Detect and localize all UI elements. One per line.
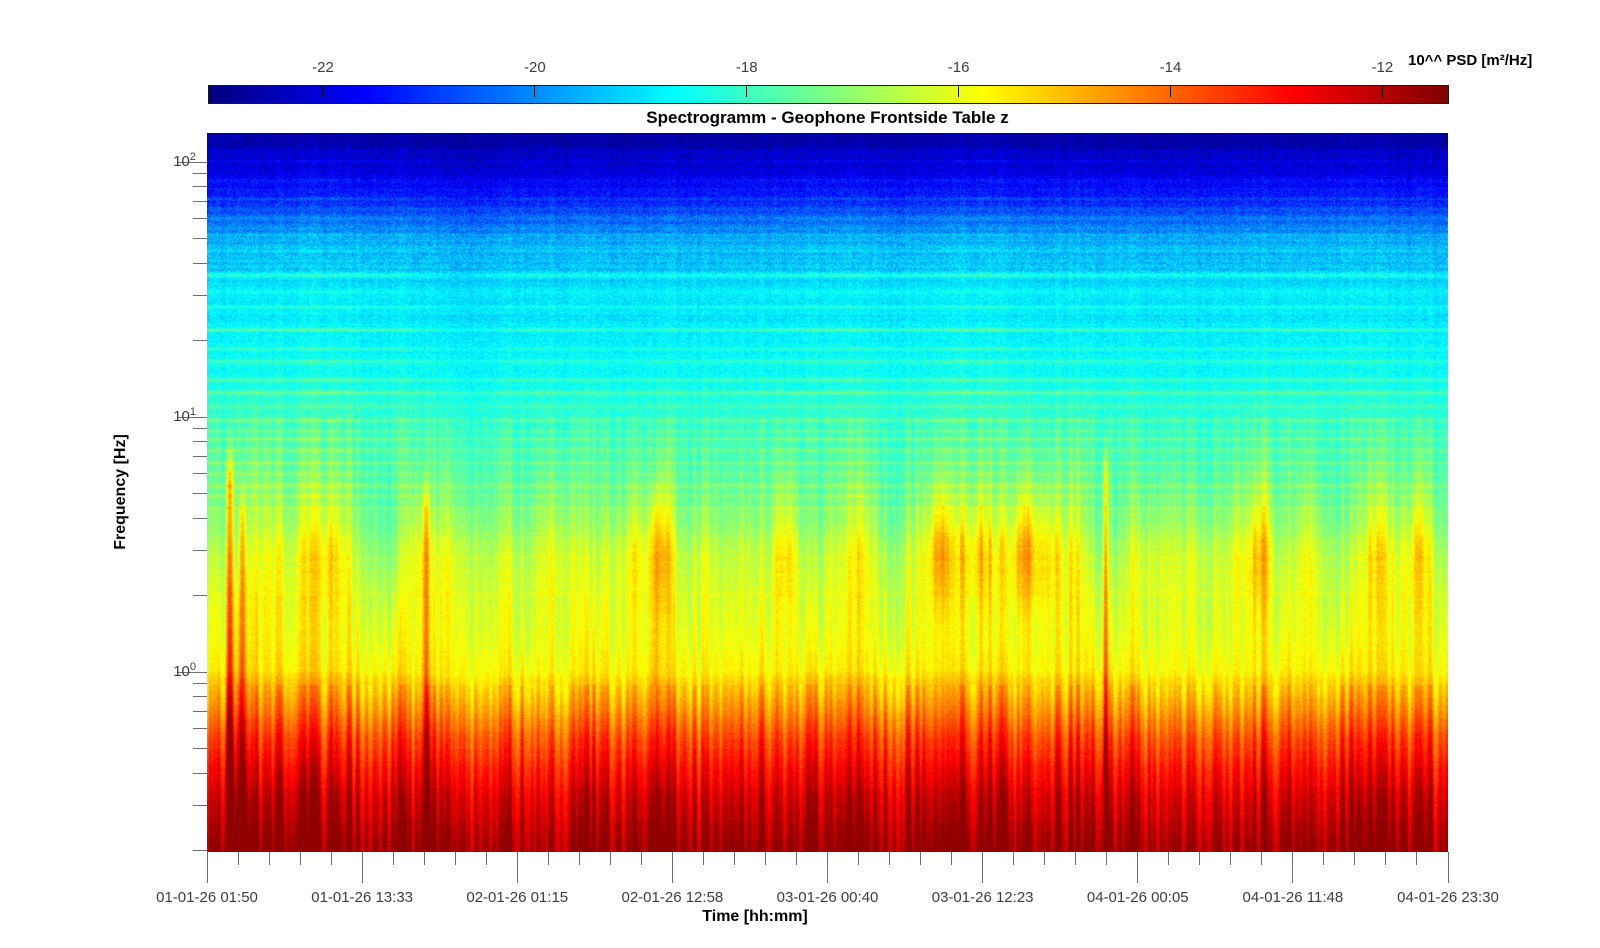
- x-major-tick: [982, 852, 984, 883]
- x-major-tick: [1447, 852, 1449, 883]
- x-major-tick: [516, 852, 518, 883]
- x-tick-label: 04-01-26 00:05: [1086, 889, 1189, 906]
- x-minor-tick: [1323, 852, 1325, 865]
- colorbar-tick-label: -16: [947, 59, 970, 76]
- y-minor-tick: [193, 441, 207, 443]
- x-minor-tick: [702, 852, 704, 865]
- y-minor-tick: [193, 696, 207, 698]
- x-minor-tick: [1106, 852, 1108, 865]
- colorbar-tick-label: -22: [312, 59, 334, 76]
- x-minor-tick: [1230, 852, 1232, 865]
- x-tick-label: 01-01-26 13:33: [311, 889, 413, 906]
- x-minor-tick: [1044, 852, 1046, 865]
- x-major-tick: [1137, 852, 1139, 883]
- x-minor-tick: [1013, 852, 1015, 865]
- y-minor-tick: [193, 518, 207, 520]
- x-tick-label: 02-01-26 12:58: [621, 889, 724, 906]
- x-minor-tick: [423, 852, 425, 865]
- x-tick-label: 03-01-26 12:23: [931, 889, 1034, 906]
- y-minor-tick: [193, 594, 207, 596]
- x-tick-label: 04-01-26 23:30: [1397, 889, 1499, 906]
- colorbar-tick-label: -12: [1371, 59, 1394, 76]
- x-minor-tick: [951, 852, 953, 865]
- x-minor-tick: [1416, 852, 1418, 865]
- x-minor-tick: [392, 852, 394, 865]
- x-minor-tick: [733, 852, 735, 865]
- x-minor-tick: [1168, 852, 1170, 865]
- y-minor-tick: [193, 748, 207, 750]
- y-minor-tick: [193, 201, 207, 203]
- x-minor-tick: [1385, 852, 1387, 865]
- y-minor-tick: [193, 804, 207, 806]
- x-tick-label: 01-01-26 01:50: [156, 889, 258, 906]
- x-tick-label: 03-01-26 00:40: [776, 889, 879, 906]
- y-minor-tick: [193, 339, 207, 341]
- x-minor-tick: [485, 852, 487, 865]
- x-minor-tick: [889, 852, 891, 865]
- x-minor-tick: [268, 852, 270, 865]
- x-minor-tick: [1261, 852, 1263, 865]
- x-minor-tick: [454, 852, 456, 865]
- y-minor-tick: [193, 773, 207, 775]
- x-minor-tick: [237, 852, 239, 865]
- x-minor-tick: [1199, 852, 1201, 865]
- x-major-tick: [827, 852, 828, 883]
- x-minor-tick: [1075, 852, 1077, 865]
- x-minor-tick: [920, 852, 922, 865]
- x-minor-tick: [609, 852, 611, 865]
- y-minor-tick: [193, 263, 207, 265]
- x-tick-label: 04-01-26 11:48: [1242, 889, 1344, 906]
- x-minor-tick: [1354, 852, 1356, 865]
- y-minor-tick: [193, 173, 207, 175]
- y-minor-tick: [193, 711, 207, 713]
- x-minor-tick: [578, 852, 580, 865]
- x-major-tick: [1292, 852, 1294, 883]
- y-major-tick: [178, 416, 207, 418]
- y-axis-title: Frequency [Hz]: [112, 434, 129, 550]
- x-minor-tick: [547, 852, 549, 865]
- y-minor-tick: [193, 186, 207, 188]
- colorbar-title: 10^^ PSD [m²/Hz]: [1408, 52, 1533, 69]
- y-minor-tick: [193, 683, 207, 685]
- y-minor-tick: [193, 473, 207, 475]
- y-major-tick: [178, 671, 207, 673]
- colorbar-tick-label: -20: [524, 59, 546, 76]
- x-tick-label: 02-01-26 01:15: [466, 889, 569, 906]
- y-minor-tick: [193, 456, 207, 458]
- y-minor-tick: [193, 218, 207, 220]
- x-major-tick: [671, 852, 673, 883]
- x-minor-tick: [858, 852, 860, 865]
- x-minor-tick: [640, 852, 642, 865]
- y-minor-tick: [193, 238, 207, 240]
- colorbar: [208, 85, 1449, 104]
- y-minor-tick: [193, 728, 207, 730]
- y-tick-label: 102: [173, 151, 196, 171]
- y-minor-tick: [193, 849, 207, 851]
- colorbar-tick-label: -18: [735, 59, 758, 76]
- y-tick-label: 101: [173, 406, 196, 426]
- x-minor-tick: [299, 852, 301, 865]
- y-minor-tick: [193, 294, 207, 296]
- chart-title: Spectrogramm - Geophone Frontside Table …: [646, 108, 1009, 127]
- x-minor-tick: [764, 852, 766, 865]
- y-minor-tick: [193, 428, 207, 430]
- y-tick-label: 100: [173, 661, 196, 681]
- x-major-tick: [361, 852, 363, 883]
- y-minor-tick: [193, 549, 207, 551]
- y-minor-tick: [193, 493, 207, 495]
- x-axis-title: Time [hh:mm]: [702, 908, 808, 925]
- colorbar-tick-label: -14: [1159, 59, 1182, 76]
- x-major-tick: [206, 852, 208, 883]
- x-minor-tick: [795, 852, 797, 865]
- spectrogram-heatmap: [207, 133, 1448, 852]
- y-major-tick: [178, 161, 207, 163]
- x-minor-tick: [330, 852, 332, 865]
